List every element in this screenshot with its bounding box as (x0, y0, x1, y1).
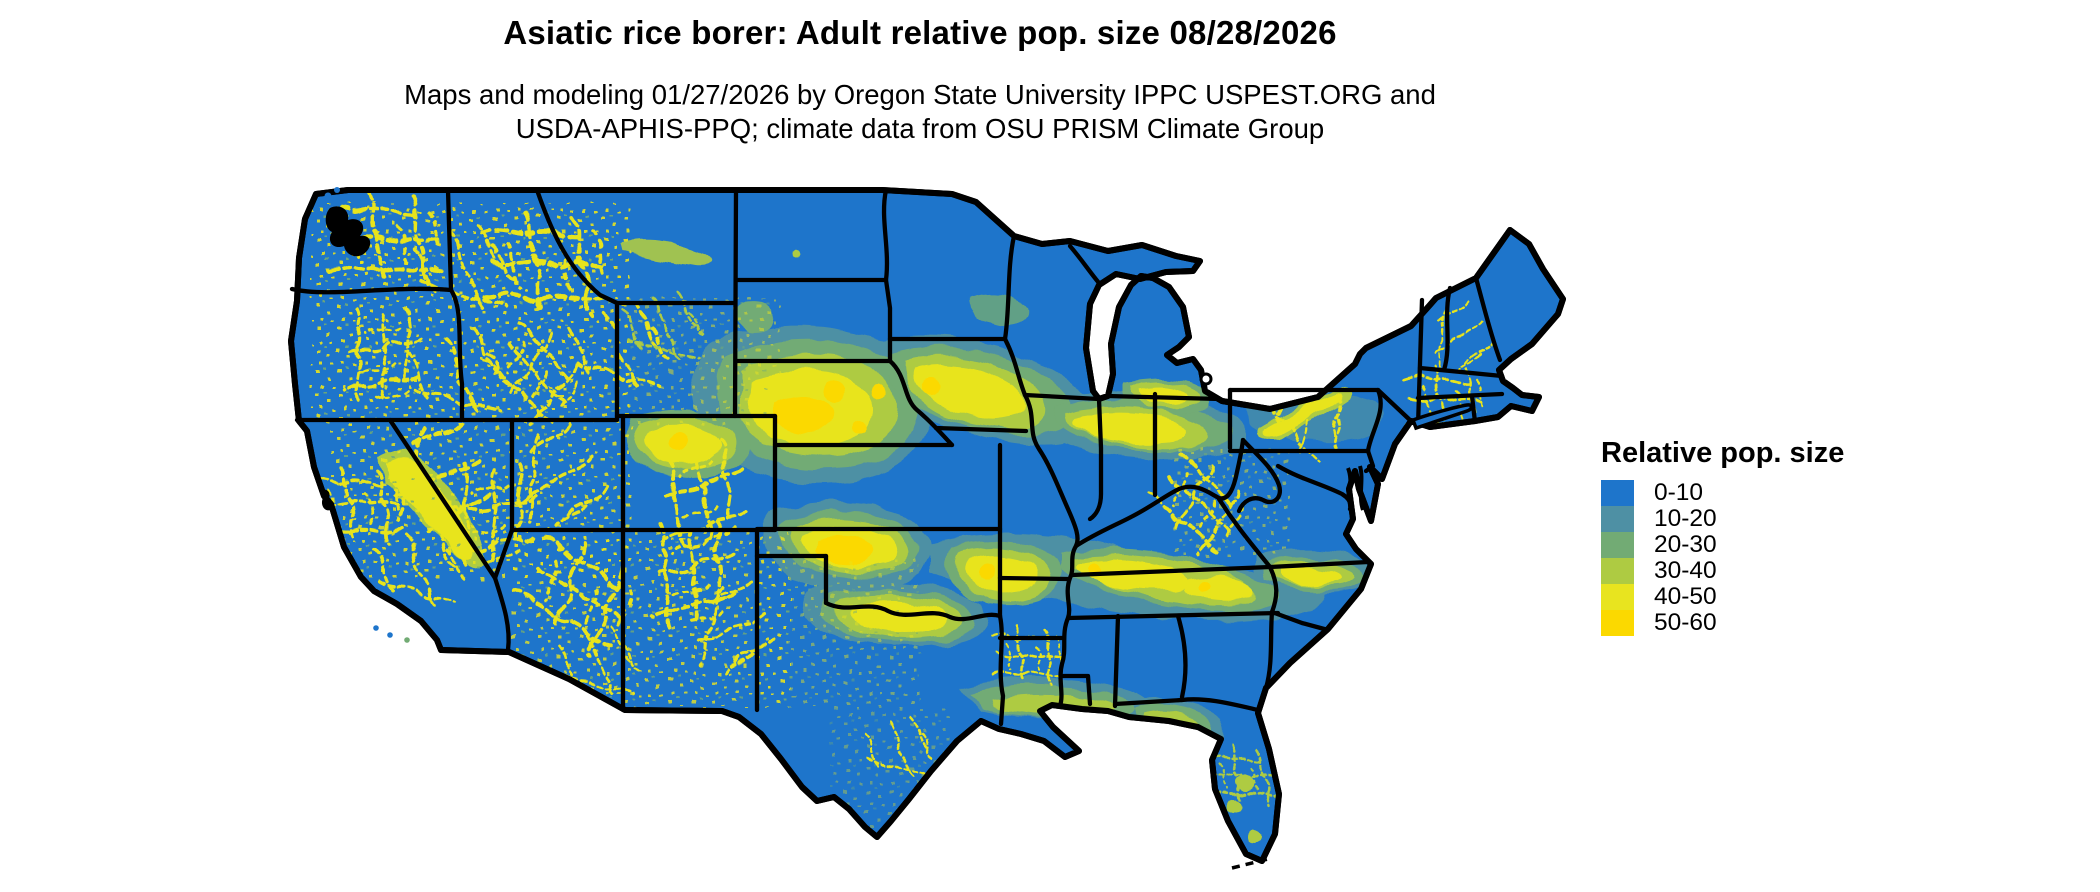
coastal-details (321, 187, 1474, 870)
us-map (270, 148, 1570, 888)
legend-label: 10-20 (1654, 505, 1717, 532)
legend-label: 50-60 (1654, 609, 1717, 636)
legend-swatch-20-30 (1601, 532, 1634, 558)
legend-item: 20-30 (1601, 531, 1844, 558)
legend-swatch-10-20 (1601, 506, 1634, 532)
legend-item: 30-40 (1601, 557, 1844, 584)
map-legend: Relative pop. size 0-10 10-20 20-30 30-4… (1601, 437, 1844, 636)
legend-label: 0-10 (1654, 479, 1704, 506)
legend-label: 20-30 (1654, 531, 1717, 558)
figure-title: Asiatic rice borer: Adult relative pop. … (503, 14, 1337, 51)
legend-swatch-30-40 (1601, 558, 1634, 584)
legend-item: 10-20 (1601, 505, 1844, 532)
state-borders (289, 187, 1505, 727)
us-map-svg (270, 187, 1570, 870)
legend-label: 30-40 (1654, 557, 1717, 584)
legend-item: 40-50 (1601, 583, 1844, 610)
subtitle-line-2: USDA-APHIS-PPQ; climate data from OSU PR… (515, 113, 1325, 144)
legend-item: 50-60 (1601, 609, 1844, 636)
legend-item: 0-10 (1601, 479, 1844, 506)
subtitle-line-1: Maps and modeling 01/27/2026 by Oregon S… (404, 79, 1436, 110)
legend-swatch-0-10 (1601, 480, 1634, 506)
figure-subtitle: Maps and modeling 01/27/2026 by Oregon S… (270, 78, 1570, 146)
legend-swatch-50-60 (1601, 610, 1634, 636)
legend-swatch-40-50 (1601, 584, 1634, 610)
legend-title: Relative pop. size (1601, 437, 1845, 469)
legend-label: 40-50 (1654, 583, 1717, 610)
